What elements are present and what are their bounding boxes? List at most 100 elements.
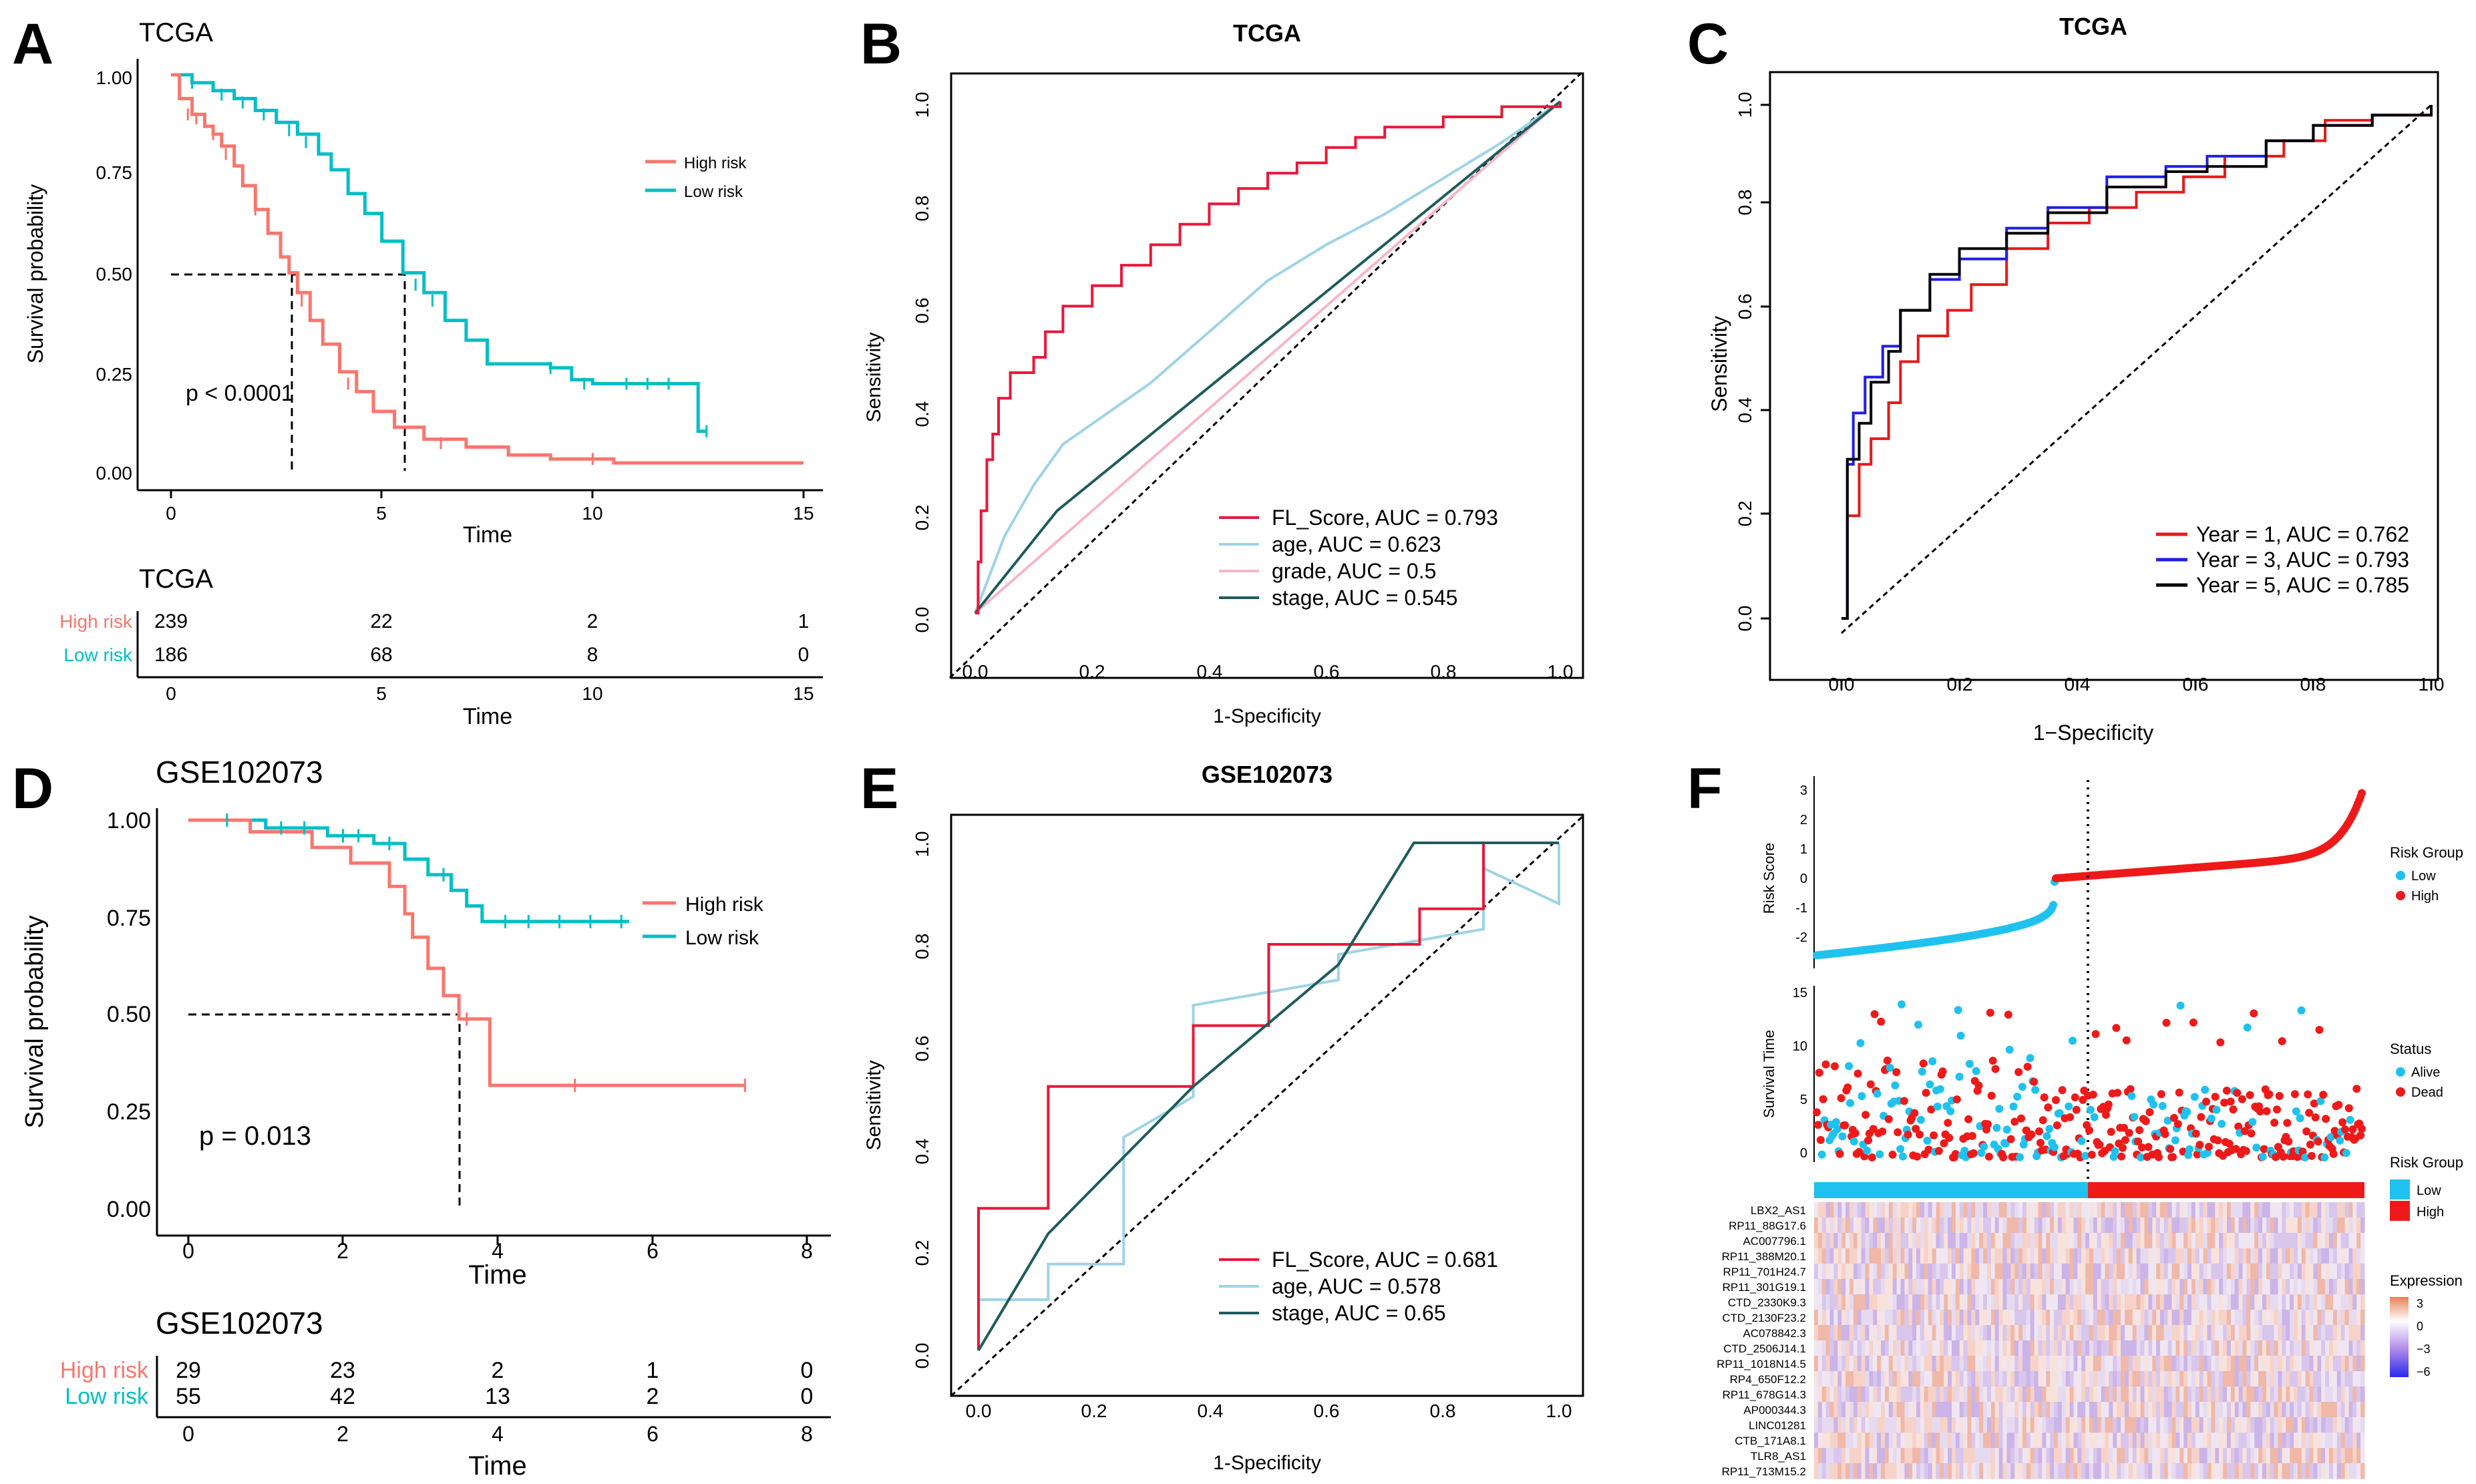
f-point-dead — [2137, 1143, 2146, 1152]
f-heatmap-cell — [2121, 1417, 2125, 1433]
f-heatmap-cell — [2211, 1433, 2216, 1449]
f-heatmap-cell — [1908, 1233, 1913, 1249]
f-point-dead — [2226, 1097, 2235, 1106]
f-heatmap-cell — [2246, 1340, 2251, 1356]
f-heatmap-cell — [2258, 1402, 2263, 1418]
f-heatmap-cell — [2294, 1386, 2298, 1403]
f-point-dead — [2170, 1113, 2178, 1122]
f-heatmap-cell — [1944, 1340, 1948, 1356]
f-heatmap-cell — [2121, 1310, 2125, 1326]
f-heatmap-cell — [1869, 1340, 1874, 1356]
f-heatmap-cell — [2223, 1356, 2228, 1372]
f-heatmap-cell — [2305, 1417, 2310, 1433]
f-heatmap-cell — [1944, 1310, 1948, 1326]
f-heatmap-cell — [2022, 1294, 2027, 1310]
f-heatmap-cell — [2057, 1371, 2063, 1387]
f-heatmap-cell — [2286, 1448, 2290, 1464]
f-heatmap-cell — [2014, 1417, 2019, 1433]
f-heatmap-cell — [1987, 1448, 1992, 1464]
f-point-dead — [2329, 1149, 2338, 1158]
a-pvalue: p < 0.0001 — [186, 381, 294, 406]
f-heatmap-cell — [2057, 1279, 2063, 1295]
f-heatmap-cell — [2215, 1402, 2220, 1418]
f-point-dead — [2191, 1129, 2200, 1138]
f-heatmap-cell — [2282, 1264, 2286, 1280]
f-heatmap-cell — [1833, 1325, 1838, 1341]
f-heatmap-cell — [1936, 1417, 1940, 1433]
f-heatmap-cell — [1904, 1433, 1909, 1449]
f-heatmap-cell — [1936, 1448, 1940, 1464]
f-heatmap-cell — [2246, 1218, 2251, 1234]
f-heatmap-cell — [2148, 1202, 2153, 1218]
f-heatmap-cell — [2313, 1202, 2318, 1218]
f-heatmap-cell — [1904, 1248, 1909, 1264]
f-heatmap-cell — [2207, 1463, 2212, 1479]
f-heatmap-cell — [2348, 1463, 2353, 1479]
f-heatmap-cell — [2215, 1448, 2220, 1464]
f-group-legend-low-swatch — [2390, 1179, 2410, 1199]
f-heatmap-cell — [2183, 1325, 2188, 1341]
f-heatmap-cell — [2117, 1340, 2121, 1356]
b-frame — [950, 72, 1584, 679]
f-heatmap-cell — [2167, 1402, 2173, 1418]
panel-e: GSE102073 0.0 0.2 0.4 0.6 0.8 1.0 0.0 0.… — [863, 761, 1584, 1474]
f-heatmap-cell — [1952, 1448, 1956, 1464]
f-heatmap-cell — [1948, 1448, 1952, 1464]
f-heatmap-cell — [2234, 1463, 2240, 1479]
f-heatmap-cell — [1829, 1463, 1834, 1479]
f-heatmap-cell — [2356, 1402, 2361, 1418]
f-point-alive — [1936, 1085, 1944, 1093]
f-heatmap-cell — [2250, 1248, 2255, 1264]
f-heatmap-cell — [2215, 1371, 2220, 1387]
f-heatmap-cell — [1987, 1294, 1992, 1310]
f-heatmap-cell — [1888, 1417, 1894, 1433]
f-heatmap-cell — [2132, 1325, 2137, 1341]
f-heatmap-cell — [2046, 1463, 2051, 1479]
f-heatmap-cell — [1955, 1386, 1960, 1403]
f-heatmap-cell — [2340, 1310, 2346, 1326]
f-point-dead — [2091, 1030, 2100, 1039]
f-point-dead — [2107, 1127, 2115, 1136]
f-heatmap-cell — [2360, 1340, 2365, 1356]
f-heatmap-cell — [2109, 1218, 2113, 1234]
f-heatmap-cell — [2321, 1218, 2326, 1234]
f-heatmap-cell — [2348, 1202, 2353, 1218]
f-point-dead — [1927, 1105, 1936, 1114]
c-ytick: 1.0 — [1735, 92, 1755, 118]
f-heatmap-cell — [2026, 1417, 2031, 1433]
f-heatmap-cell — [2230, 1248, 2236, 1264]
f-st-legend-dead-dot — [2396, 1087, 2405, 1097]
f-heatmap-cell — [2227, 1248, 2232, 1264]
f-heatmap-cell — [2344, 1386, 2350, 1403]
f-heatmap-cell — [2290, 1463, 2294, 1479]
f-heatmap-cell — [2215, 1264, 2220, 1280]
f-heatmap-cell — [2329, 1248, 2334, 1264]
f-heatmap-cell — [2321, 1340, 2326, 1356]
f-heatmap-cell — [2125, 1233, 2129, 1249]
f-heatmap-cell — [1853, 1202, 1858, 1218]
f-heatmap-cell — [2332, 1310, 2338, 1326]
f-heatmap-cell — [2101, 1371, 2106, 1387]
f-heatmap-cell — [1857, 1202, 1862, 1218]
f-heatmap-cell — [2073, 1356, 2078, 1372]
f-point-alive — [2346, 1115, 2354, 1124]
f-heatmap-cell — [2352, 1448, 2357, 1464]
f-heatmap-cell — [2215, 1279, 2220, 1295]
f-point-dead — [1888, 1150, 1897, 1159]
f-heatmap-cell — [2002, 1202, 2007, 1218]
f-heatmap-cell — [2093, 1233, 2098, 1249]
f-st-ytick: 15 — [1793, 986, 1807, 1000]
f-heatmap-cell — [2167, 1218, 2173, 1234]
f-heatmap-cell — [2278, 1233, 2282, 1249]
a-median-high — [171, 273, 406, 471]
f-heatmap-cell — [2321, 1233, 2326, 1249]
f-heatmap-cell — [2046, 1340, 2051, 1356]
f-heatmap-cell — [1900, 1279, 1905, 1295]
f-heatmap-cell — [2340, 1325, 2346, 1341]
f-heatmap-cell — [2238, 1310, 2244, 1326]
f-heatmap-cell — [1829, 1448, 1834, 1464]
f-heatmap-cell — [2167, 1294, 2173, 1310]
f-point-alive — [1977, 1149, 1986, 1157]
f-heatmap-cell — [2340, 1218, 2346, 1234]
a-rt-cell: 22 — [370, 610, 392, 632]
